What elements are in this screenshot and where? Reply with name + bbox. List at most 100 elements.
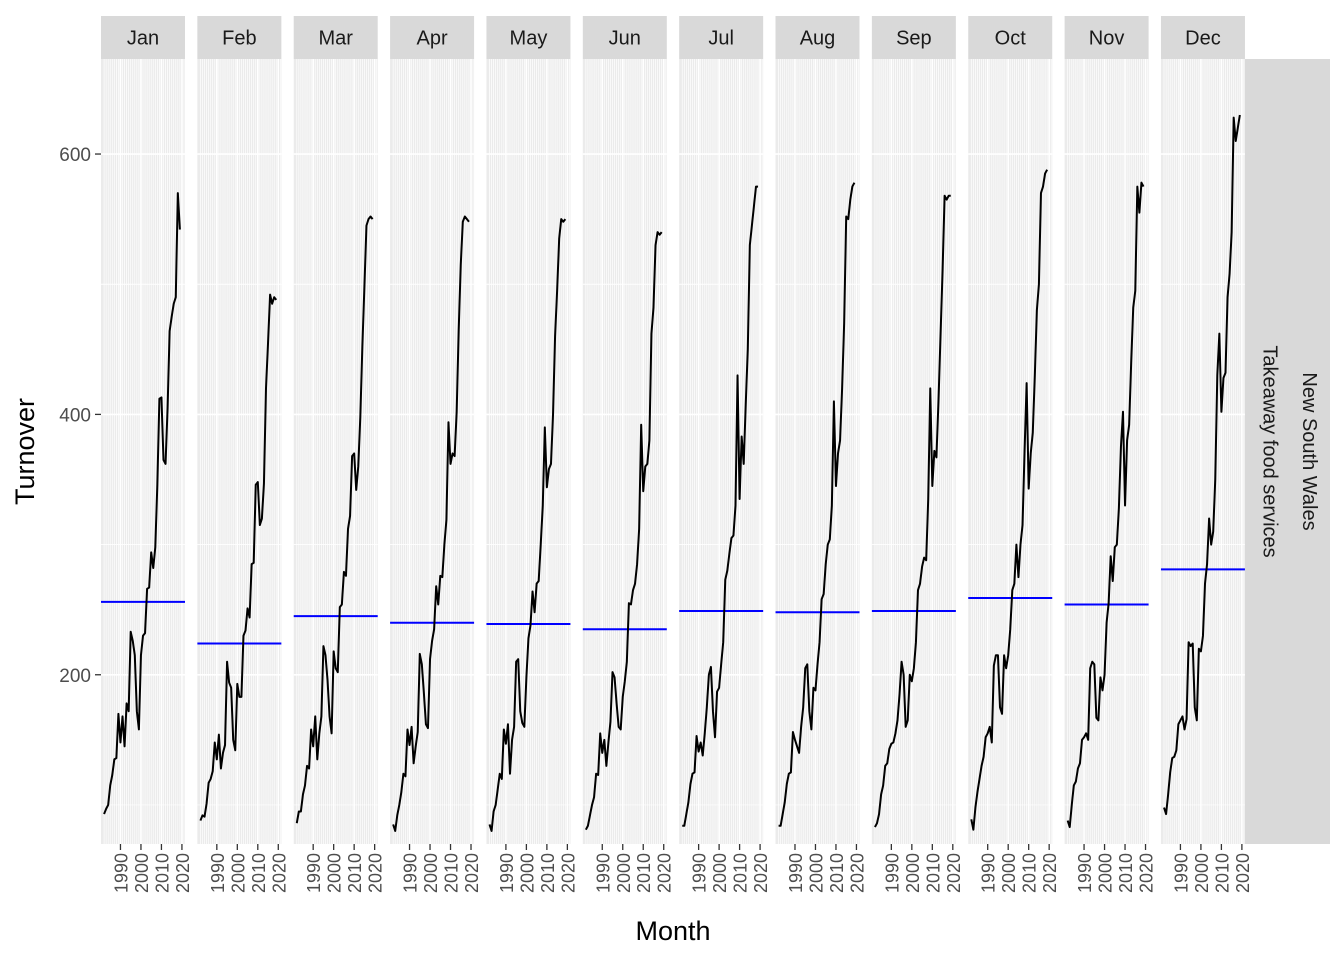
x-tick-label: 2020 <box>847 853 867 893</box>
strip-label-jul: Jul <box>708 28 734 50</box>
x-tick-label: 1990 <box>304 853 324 893</box>
x-tick-label: 2020 <box>462 853 482 893</box>
series-line-sep <box>874 194 951 828</box>
x-tick-label: 2010 <box>827 853 847 893</box>
x-tick-label: 1990 <box>1075 853 1095 893</box>
strip-label-industry: Takeaway food services <box>1259 345 1281 557</box>
strip-label-aug: Aug <box>800 28 836 50</box>
strip-label-sep: Sep <box>896 28 932 50</box>
series-line-feb <box>199 293 278 821</box>
panel-feb: Feb 1990 2000 2010 2020 <box>197 16 289 893</box>
strip-jun <box>582 16 667 59</box>
series-line-dec <box>1163 114 1241 816</box>
x-tick-label: 1990 <box>1171 853 1191 893</box>
x-tick-label: 2020 <box>558 853 578 893</box>
x-tick-label: 2010 <box>1116 853 1136 893</box>
right-strip-background <box>1244 59 1330 844</box>
panel-jun: Jun 1990 2000 2010 2020 <box>582 16 675 893</box>
right-strip: New South Wales Takeaway food services <box>1244 59 1330 844</box>
strip-label-feb: Feb <box>222 28 256 50</box>
x-tick-label: 2020 <box>1040 853 1060 893</box>
x-tick-label: 2010 <box>249 853 269 893</box>
series-line-oct <box>970 169 1049 831</box>
panel-jul: Jul 1990 2000 2010 2020 <box>679 16 771 893</box>
x-tick-label: 2000 <box>132 853 152 893</box>
y-tick-label: 200 <box>59 666 91 687</box>
strip-oct <box>968 16 1053 59</box>
strip-sep <box>871 16 956 59</box>
x-tick-label: 2000 <box>614 853 634 893</box>
x-tick-label: 2020 <box>173 853 193 893</box>
x-tick-label: 2020 <box>366 853 386 893</box>
strip-aug <box>775 16 860 59</box>
panel-nov: Nov 1990 2000 2010 2020 <box>1064 16 1157 893</box>
y-axis-title: Turnover <box>10 398 40 505</box>
strip-label-jan: Jan <box>127 28 159 50</box>
series-line-aug <box>778 182 856 827</box>
x-tick-label: 2020 <box>269 853 289 893</box>
y-tick-label: 400 <box>59 405 91 426</box>
x-tick-label: 2000 <box>517 853 537 893</box>
strip-mar <box>293 16 378 59</box>
x-tick-label: 2020 <box>944 853 964 893</box>
x-tick-label: 1990 <box>497 853 517 893</box>
x-tick-label: 1990 <box>208 853 228 893</box>
x-tick-label: 2010 <box>634 853 654 893</box>
x-tick-label: 2020 <box>1233 853 1253 893</box>
panel-mar: Mar 1990 2000 2010 2020 <box>293 16 386 893</box>
series-line-mar <box>295 215 374 824</box>
y-tick-label: 600 <box>59 145 91 166</box>
x-tick-label: 1990 <box>979 853 999 893</box>
x-tick-label: 2000 <box>710 853 730 893</box>
strip-label-apr: Apr <box>417 28 448 50</box>
x-tick-label: 2000 <box>1192 853 1212 893</box>
x-tick-label: 2000 <box>1096 853 1116 893</box>
strip-label-oct: Oct <box>995 28 1027 50</box>
strip-dec <box>1160 16 1245 59</box>
panel-jan: Jan 1990 2000 2010 2020 <box>101 16 193 893</box>
y-axis: 200 400 600 <box>59 145 101 687</box>
x-tick-label: 2010 <box>1020 853 1040 893</box>
x-tick-label: 2000 <box>806 853 826 893</box>
x-tick-label: 2010 <box>923 853 943 893</box>
strip-label-nov: Nov <box>1089 28 1125 50</box>
strip-label-state: New South Wales <box>1298 372 1320 530</box>
x-tick-label: 2000 <box>228 853 248 893</box>
x-axis-title: Month <box>635 916 710 946</box>
x-tick-label: 1990 <box>786 853 806 893</box>
series-line-jul <box>682 185 759 827</box>
panel-oct: Oct 1990 2000 2010 2020 <box>968 16 1060 893</box>
strip-label-mar: Mar <box>318 28 353 50</box>
x-tick-label: 2010 <box>731 853 751 893</box>
x-tick-label: 2000 <box>999 853 1019 893</box>
panel-sep: Sep 1990 2000 2010 2020 <box>871 16 964 893</box>
x-tick-label: 2000 <box>325 853 345 893</box>
x-tick-label: 2010 <box>442 853 462 893</box>
strip-jan <box>101 16 185 59</box>
strip-feb <box>197 16 282 59</box>
series-line-nov <box>1066 181 1145 829</box>
series-line-jan <box>103 192 181 815</box>
x-tick-label: 2020 <box>1137 853 1157 893</box>
x-tick-label: 2010 <box>538 853 558 893</box>
x-tick-label: 1990 <box>111 853 131 893</box>
x-tick-label: 1990 <box>690 853 710 893</box>
strip-label-dec: Dec <box>1185 28 1221 50</box>
strip-may <box>486 16 571 59</box>
strip-label-may: May <box>510 28 548 50</box>
x-tick-label: 2010 <box>1212 853 1232 893</box>
x-tick-label: 2020 <box>751 853 771 893</box>
x-tick-label: 1990 <box>593 853 613 893</box>
x-tick-label: 2020 <box>655 853 675 893</box>
x-tick-label: 2010 <box>152 853 172 893</box>
x-tick-label: 2010 <box>345 853 365 893</box>
strip-nov <box>1064 16 1149 59</box>
x-tick-label: 1990 <box>401 853 421 893</box>
x-tick-label: 2000 <box>903 853 923 893</box>
panel-aug: Aug 1990 2000 2010 2020 <box>775 16 867 893</box>
series-line-may <box>488 218 567 832</box>
strip-apr <box>390 16 475 59</box>
panel-apr: Apr 1990 2000 2010 2020 <box>390 16 482 893</box>
